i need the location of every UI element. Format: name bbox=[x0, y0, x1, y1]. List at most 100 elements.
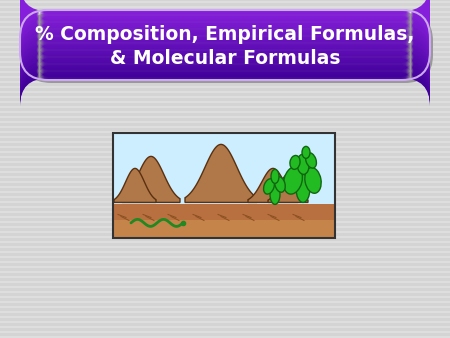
Bar bbox=[0, 300, 450, 303]
FancyBboxPatch shape bbox=[20, 40, 430, 95]
FancyBboxPatch shape bbox=[20, 31, 430, 85]
FancyBboxPatch shape bbox=[20, 19, 430, 74]
FancyBboxPatch shape bbox=[20, 24, 430, 78]
FancyBboxPatch shape bbox=[20, 0, 430, 42]
FancyBboxPatch shape bbox=[20, 30, 430, 84]
Bar bbox=[0, 325, 450, 328]
Bar bbox=[0, 180, 450, 183]
FancyBboxPatch shape bbox=[20, 33, 430, 88]
FancyBboxPatch shape bbox=[20, 6, 430, 61]
Bar bbox=[113, 133, 335, 238]
Ellipse shape bbox=[270, 185, 280, 204]
FancyBboxPatch shape bbox=[20, 0, 430, 43]
Bar bbox=[0, 270, 450, 273]
Bar bbox=[0, 25, 450, 28]
FancyBboxPatch shape bbox=[20, 17, 430, 71]
Bar bbox=[0, 225, 450, 228]
FancyBboxPatch shape bbox=[20, 36, 430, 90]
FancyBboxPatch shape bbox=[20, 0, 430, 50]
Bar bbox=[0, 186, 450, 188]
Bar bbox=[113, 133, 335, 238]
FancyBboxPatch shape bbox=[20, 29, 430, 83]
FancyBboxPatch shape bbox=[20, 0, 430, 38]
FancyBboxPatch shape bbox=[20, 27, 430, 82]
Bar bbox=[0, 266, 450, 268]
Bar bbox=[0, 200, 450, 203]
FancyBboxPatch shape bbox=[20, 37, 430, 91]
Polygon shape bbox=[185, 144, 257, 202]
FancyBboxPatch shape bbox=[20, 22, 430, 76]
FancyBboxPatch shape bbox=[20, 38, 430, 92]
Bar bbox=[0, 145, 450, 148]
FancyBboxPatch shape bbox=[20, 15, 430, 69]
Bar bbox=[0, 170, 450, 173]
Polygon shape bbox=[248, 168, 298, 202]
Bar bbox=[0, 306, 450, 308]
Bar bbox=[0, 10, 450, 13]
Bar bbox=[0, 105, 450, 108]
Bar bbox=[0, 96, 450, 98]
FancyBboxPatch shape bbox=[20, 21, 430, 75]
Bar bbox=[0, 91, 450, 93]
Bar bbox=[0, 290, 450, 293]
FancyBboxPatch shape bbox=[20, 44, 430, 98]
Bar bbox=[0, 155, 450, 158]
FancyBboxPatch shape bbox=[20, 48, 430, 103]
FancyBboxPatch shape bbox=[20, 32, 430, 87]
Bar bbox=[0, 21, 450, 23]
Bar bbox=[0, 125, 450, 128]
FancyBboxPatch shape bbox=[20, 0, 430, 48]
Bar bbox=[0, 236, 450, 238]
FancyBboxPatch shape bbox=[20, 0, 430, 39]
Text: & Molecular Formulas: & Molecular Formulas bbox=[110, 49, 340, 69]
Bar bbox=[0, 220, 450, 223]
Bar bbox=[0, 86, 450, 88]
Ellipse shape bbox=[290, 155, 300, 169]
Bar bbox=[0, 245, 450, 248]
Bar bbox=[0, 311, 450, 313]
FancyBboxPatch shape bbox=[20, 45, 430, 99]
FancyBboxPatch shape bbox=[20, 11, 430, 66]
FancyBboxPatch shape bbox=[20, 25, 430, 79]
FancyBboxPatch shape bbox=[20, 0, 430, 54]
FancyBboxPatch shape bbox=[20, 46, 430, 100]
FancyBboxPatch shape bbox=[20, 26, 430, 81]
Bar bbox=[0, 111, 450, 113]
Ellipse shape bbox=[302, 146, 310, 159]
FancyBboxPatch shape bbox=[20, 0, 430, 51]
Ellipse shape bbox=[305, 168, 321, 193]
Bar bbox=[0, 261, 450, 263]
FancyBboxPatch shape bbox=[20, 39, 430, 94]
Bar bbox=[0, 50, 450, 53]
FancyBboxPatch shape bbox=[20, 51, 430, 105]
FancyBboxPatch shape bbox=[20, 3, 430, 57]
FancyBboxPatch shape bbox=[20, 52, 430, 106]
Bar bbox=[0, 150, 450, 153]
FancyBboxPatch shape bbox=[20, 5, 430, 60]
Bar bbox=[0, 175, 450, 178]
Bar bbox=[0, 315, 450, 318]
FancyBboxPatch shape bbox=[20, 10, 430, 64]
Bar bbox=[0, 35, 450, 38]
FancyBboxPatch shape bbox=[20, 0, 430, 45]
Bar bbox=[0, 121, 450, 123]
Bar bbox=[0, 275, 450, 278]
FancyBboxPatch shape bbox=[20, 47, 430, 102]
Bar bbox=[0, 80, 450, 83]
Ellipse shape bbox=[296, 174, 310, 202]
Bar bbox=[0, 191, 450, 193]
Polygon shape bbox=[122, 156, 180, 202]
Bar bbox=[0, 161, 450, 163]
Bar bbox=[0, 66, 450, 68]
Polygon shape bbox=[114, 168, 156, 202]
Bar bbox=[0, 136, 450, 138]
Bar bbox=[0, 195, 450, 198]
Polygon shape bbox=[268, 174, 308, 202]
FancyBboxPatch shape bbox=[20, 16, 430, 70]
FancyBboxPatch shape bbox=[20, 8, 430, 62]
Bar bbox=[0, 206, 450, 208]
Bar bbox=[0, 231, 450, 233]
Ellipse shape bbox=[264, 179, 274, 194]
Bar bbox=[0, 336, 450, 338]
Bar bbox=[0, 256, 450, 258]
